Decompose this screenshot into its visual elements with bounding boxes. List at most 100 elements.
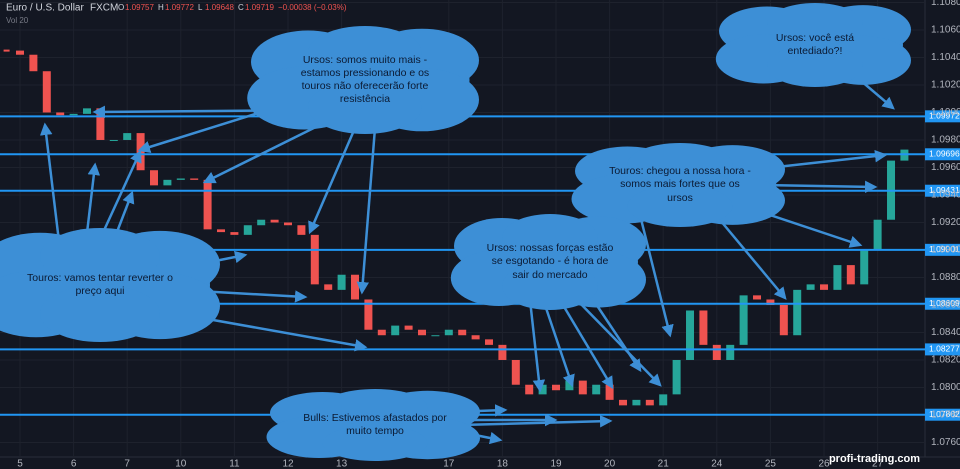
candle <box>203 179 212 230</box>
ohlc-label: C <box>238 3 244 12</box>
y-tick-label: 1.08400 <box>931 327 960 338</box>
y-tick-label: 1.09400 <box>931 190 960 201</box>
candle <box>15 50 24 55</box>
candle <box>779 304 788 336</box>
level-label: 1.09001 <box>929 244 960 254</box>
y-tick-label: 1.10400 <box>931 52 960 63</box>
candles <box>3 49 909 406</box>
cloud-puff <box>627 143 733 185</box>
y-tick-label: 1.10600 <box>931 25 960 36</box>
arrow <box>39 122 62 251</box>
symbol-title: Euro / U.S. Dollar <box>6 3 84 14</box>
cloud-box: Ursos: você está entediado?! <box>775 31 855 57</box>
axes: 1.10800 1.10600 1.10400 1.10200 1.10000 1.098… <box>17 0 960 469</box>
candle <box>726 344 735 360</box>
candle <box>739 295 748 345</box>
candle <box>96 108 105 140</box>
cloud-puff <box>40 285 160 342</box>
candle <box>109 139 118 141</box>
candle <box>257 219 266 226</box>
candle <box>672 359 681 395</box>
candle <box>310 234 319 285</box>
arrow <box>543 304 575 388</box>
x-tick-label: 11 <box>229 459 240 469</box>
x-tick-label: 19 <box>550 459 562 469</box>
candle <box>659 394 668 406</box>
annotation-cloud: Ursos: nossas forças estão se esgotando … <box>450 214 646 310</box>
level-tag <box>925 243 960 256</box>
level-tag <box>925 184 960 197</box>
x-tick-label: 25 <box>765 459 777 469</box>
y-tick-label: 1.07600 <box>931 437 960 448</box>
candle <box>578 380 587 395</box>
annotation-cloud: Ursos: somos muito mais - estamos pressi… <box>247 26 479 134</box>
level-label: 1.08609 <box>929 298 960 308</box>
ohlc-label: O <box>118 3 124 12</box>
ohlc-label: L <box>198 3 203 12</box>
annotation-text: Ursos: somos muito mais - estamos pressi… <box>300 53 430 106</box>
ohlc-label: H <box>158 3 164 12</box>
cloud-puff <box>40 228 160 285</box>
volume-label: Vol 20 <box>6 16 29 25</box>
x-tick-label: 18 <box>497 459 509 469</box>
y-tick-label: 1.09000 <box>931 245 960 256</box>
candle <box>444 329 453 336</box>
candle <box>525 384 534 395</box>
candle <box>324 284 333 290</box>
arrow <box>356 127 377 295</box>
candle <box>29 54 38 72</box>
y-tick-label: 1.10800 <box>931 0 960 8</box>
candle <box>860 249 869 285</box>
y-tick-label: 1.10200 <box>931 80 960 91</box>
candle <box>404 325 413 330</box>
cloud-box: Bulls: Estivemos afastados por muito tem… <box>303 412 447 437</box>
clouds: Ursos: somos muito mais - estamos pressi… <box>0 3 911 461</box>
cloud-box: Ursos: nossas forças estão se esgotando … <box>486 242 614 281</box>
x-tick-label: 6 <box>71 459 77 469</box>
annotation-cloud: Touros: chegou a nossa hora - somos mais… <box>571 143 785 227</box>
cloud-puff <box>627 185 733 227</box>
y-tick-label: 1.08800 <box>931 272 960 283</box>
candle <box>753 295 762 300</box>
y-tick-label: 1.10000 <box>931 107 960 118</box>
cloud-puff <box>322 389 428 425</box>
cloud-puff <box>308 80 422 134</box>
candle <box>123 133 132 140</box>
candle <box>511 359 520 385</box>
arrow <box>528 299 546 393</box>
cloud-puff <box>502 214 598 262</box>
arrow <box>308 127 357 235</box>
arrow <box>459 415 613 428</box>
annotation-text: Ursos: você está entediado?! <box>775 31 855 57</box>
y-tick-label: 1.09200 <box>931 217 960 228</box>
level-tag <box>925 297 960 310</box>
candle <box>136 133 145 171</box>
candle <box>270 219 279 223</box>
watermark: profi-trading.com <box>829 453 920 465</box>
candle <box>377 329 386 336</box>
candle <box>592 384 601 395</box>
candle <box>699 310 708 345</box>
cloud-puff <box>767 3 863 45</box>
candle <box>820 284 829 290</box>
level-label: 1.09431 <box>929 185 960 195</box>
symbol-source: FXCM <box>90 3 118 14</box>
annotation-text: Touros: chegou a nossa hora - somos mais… <box>609 165 751 204</box>
annotation-cloud: Bulls: Estivemos afastados por muito tem… <box>266 389 480 461</box>
level-label: 1.07802 <box>929 409 960 419</box>
ohlc-value: 1.09772 <box>165 3 194 12</box>
level-tag <box>925 148 960 161</box>
candle <box>42 71 51 113</box>
level-label: 1.08277 <box>929 344 960 354</box>
y-tick-label: 1.08000 <box>931 382 960 393</box>
x-tick-label: 13 <box>336 459 348 469</box>
candle <box>485 339 494 345</box>
candle <box>873 219 882 250</box>
candle <box>552 384 561 391</box>
cloud-box: Ursos: somos muito mais - estamos pressi… <box>300 53 430 106</box>
annotation-text: Ursos: nossas forças estão se esgotando … <box>486 242 614 281</box>
x-tick-label: 26 <box>818 459 830 469</box>
cloud-puff <box>322 425 428 461</box>
candle <box>82 108 91 114</box>
